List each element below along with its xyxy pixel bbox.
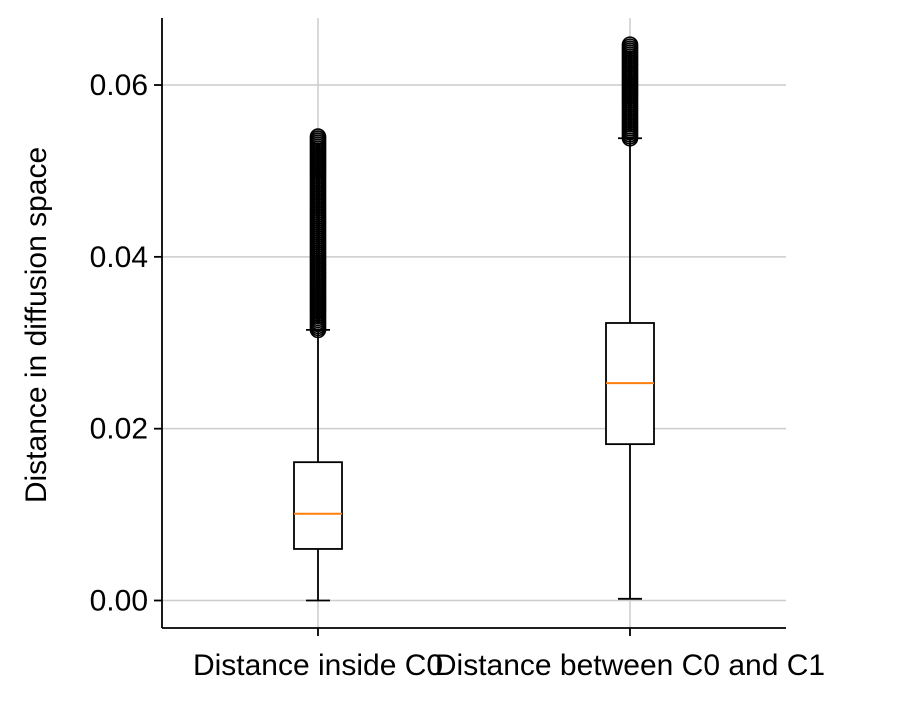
axes (161, 18, 786, 629)
outlier-point (621, 36, 639, 53)
outlier-point (309, 128, 327, 145)
y-tick-label: 0.02 (90, 413, 148, 446)
y-axis-label: Distance in diffusion space (20, 147, 53, 503)
box-elements (293, 36, 655, 602)
y-tick-label: 0.04 (90, 241, 148, 274)
grid-lines (162, 18, 786, 628)
iqr-box (293, 461, 343, 550)
ticks: 0.00 0.02 0.04 0.06 Distance inside C0Distan… (90, 69, 826, 682)
x-tick-label: Distance inside C0 (193, 649, 443, 682)
y-tick-label: 0.00 (90, 585, 148, 618)
y-tick-label: 0.06 (90, 69, 148, 102)
x-tick-label: Distance between C0 and C1 (435, 649, 825, 682)
